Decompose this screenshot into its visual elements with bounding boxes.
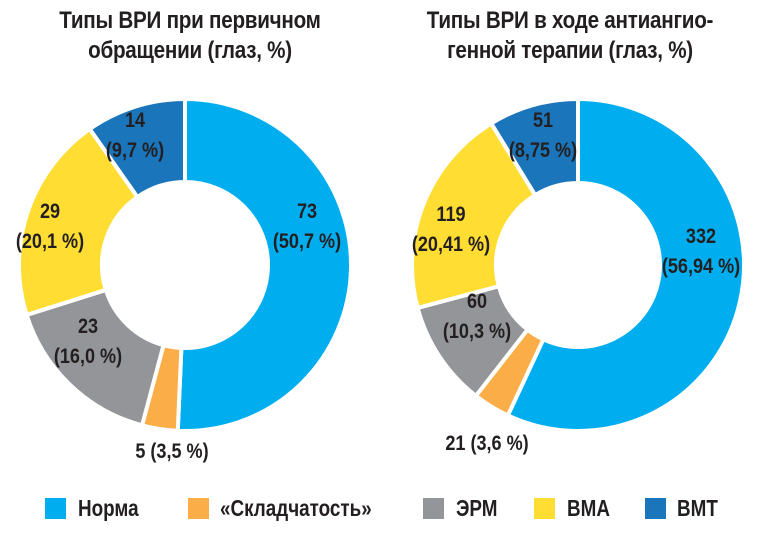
- slice-percent-label-norma: (56,94 %): [662, 255, 740, 279]
- donut-therapy: 332 (56,94 %) 21 (3,6 %) 60 (10,3 %) 119 (20,4…: [410, 96, 746, 456]
- donut-slice-vma: [17, 126, 141, 318]
- slice-percent-label-erm: (16,0 %): [54, 345, 122, 369]
- chart-title-initial-line-1: Типы ВРИ при первичном: [59, 7, 321, 34]
- legend-swatch-vma: [534, 497, 555, 519]
- legend-label-erm: ЭРМ: [456, 495, 498, 521]
- donut-slice-vmt: [87, 96, 187, 200]
- chart-title-therapy: Типы ВРИ в ходе антиангио- генной терапи…: [398, 6, 742, 66]
- slice-percent-label-norma: (50,7 %): [273, 230, 341, 254]
- legend-label-vma: ВМА: [567, 495, 610, 521]
- slice-value-label-erm: 60: [467, 290, 487, 314]
- slice-percent-label-erm: (10,3 %): [443, 320, 511, 344]
- chart-title-initial: Типы ВРИ при первичном обращении (глаз, …: [18, 6, 362, 66]
- donut-slice-vma: [410, 120, 538, 311]
- legend-swatch-erm: [423, 497, 444, 519]
- slice-value-label-folding: 5 (3,5 %): [135, 440, 208, 464]
- donut-slice-erm: [24, 287, 166, 428]
- donut-slice-norma: [175, 96, 353, 433]
- slice-value-label-folding: 21 (3,6 %): [445, 432, 528, 456]
- slice-value-label-vmt: 14: [125, 109, 145, 133]
- donut-slice-norma: [505, 96, 746, 433]
- donut-slice-vmt: [488, 96, 580, 198]
- legend-item-erm: ЭРМ: [423, 495, 497, 521]
- legend-swatch-folding: [188, 497, 209, 519]
- slice-percent-label-vma: (20,41 %): [412, 233, 490, 257]
- legend-label-norma: Норма: [78, 495, 139, 521]
- legend-item-vmt: ВМТ: [645, 495, 718, 521]
- slice-value-label-norma: 332: [686, 225, 716, 249]
- slice-value-label-vma: 119: [436, 203, 465, 227]
- legend-item-vma: ВМА: [534, 495, 610, 521]
- slice-percent-label-vmt: (8,75 %): [509, 139, 577, 163]
- legend-item-norma: Норма: [45, 495, 139, 521]
- slice-value-label-erm: 23: [78, 315, 98, 339]
- slice-value-label-vma: 29: [40, 200, 60, 224]
- donut-initial: 73 (50,7 %) 5 (3,5 %) 23 (16,0 %) 29 (20,1 %) 1…: [16, 96, 353, 464]
- chart-title-therapy-line-2: генной терапии (глаз, %): [447, 37, 693, 64]
- slice-value-label-vmt: 51: [533, 109, 553, 133]
- legend-swatch-vmt: [645, 497, 666, 519]
- legend-label-vmt: ВМТ: [677, 495, 718, 521]
- legend-item-folding: «Складчатость»: [188, 495, 372, 521]
- chart-title-therapy-line-1: Типы ВРИ в ходе антиангио-: [426, 7, 714, 34]
- slice-value-label-norma: 73: [297, 200, 317, 224]
- slice-percent-label-vma: (20,1 %): [16, 230, 84, 254]
- legend-swatch-norma: [45, 497, 66, 519]
- chart-title-initial-line-2: обращении (глаз, %): [88, 37, 292, 64]
- slice-percent-label-vmt: (9,7 %): [106, 139, 164, 163]
- legend-label-folding: «Складчатость»: [220, 495, 372, 521]
